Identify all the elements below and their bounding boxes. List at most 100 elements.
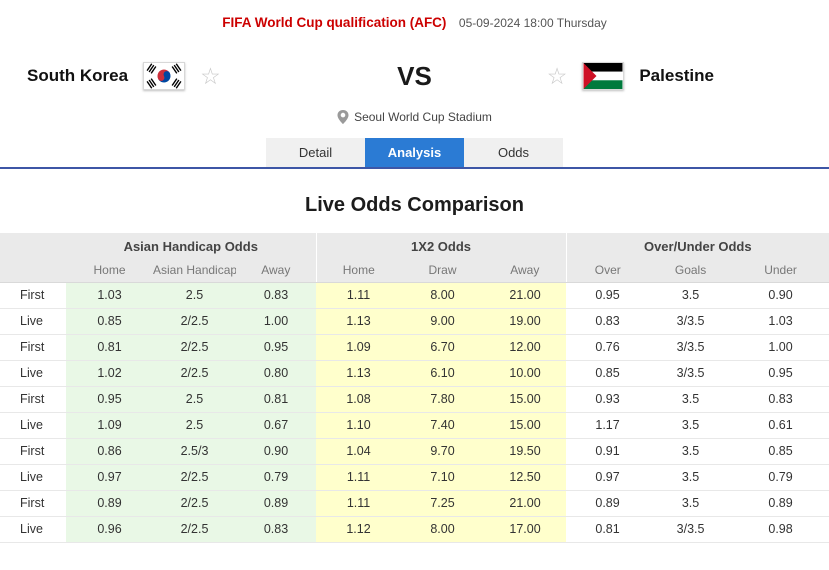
odds-value: 7.25: [401, 490, 485, 517]
odds-group-header-row: Asian Handicap Odds 1X2 Odds Over/Under …: [0, 233, 829, 259]
odds-value: 1.11: [316, 464, 402, 491]
odds-value: 19.50: [484, 438, 567, 465]
odds-value: 3.5: [649, 438, 733, 465]
odds-value: 2/2.5: [153, 334, 236, 361]
odds-value: 0.96: [66, 516, 153, 543]
home-team-name: South Korea: [27, 66, 129, 85]
odds-value: 3.5: [649, 282, 733, 309]
odds-row: Live 1.09 2.5 0.67 1.10 7.40 15.00 1.17 3.5 0.61: [0, 412, 829, 439]
home-favorite-star-icon[interactable]: ☆: [200, 62, 221, 89]
odds-value: 0.95: [66, 386, 153, 413]
away-team-name: Palestine: [639, 66, 714, 85]
row-type-label: First: [0, 334, 66, 361]
section-title: Live Odds Comparison: [305, 194, 524, 216]
odds-value: 0.90: [236, 438, 317, 465]
row-type-label: First: [0, 282, 66, 309]
odds-value: 2/2.5: [153, 360, 236, 387]
odds-value: 9.00: [401, 308, 485, 335]
odds-value: 1.11: [316, 282, 402, 309]
column-header-ah-away: Away: [236, 259, 317, 283]
odds-value: 0.91: [566, 438, 650, 465]
odds-value: 1.00: [732, 334, 829, 361]
odds-value: 10.00: [484, 360, 567, 387]
odds-row: Live 0.96 2/2.5 0.83 1.12 8.00 17.00 0.81 3/3.5 0…: [0, 516, 829, 543]
odds-value: 3/3.5: [649, 360, 733, 387]
group-header-1x2: 1X2 Odds: [315, 233, 567, 259]
odds-value: 2/2.5: [153, 308, 236, 335]
odds-value: 0.85: [66, 308, 153, 335]
odds-row: First 0.81 2/2.5 0.95 1.09 6.70 12.00 0.76 3/3.5…: [0, 334, 829, 361]
odds-row: Live 0.97 2/2.5 0.79 1.11 7.10 12.50 0.97 3.5 0.7…: [0, 464, 829, 491]
odds-value: 0.89: [66, 490, 153, 517]
tab-analysis[interactable]: Analysis: [365, 138, 464, 167]
odds-row: First 1.03 2.5 0.83 1.11 8.00 21.00 0.95 3.5 0.90: [0, 282, 829, 309]
live-odds-table: Asian Handicap Odds 1X2 Odds Over/Under …: [0, 233, 829, 543]
home-team: South Korea: [27, 62, 221, 90]
match-header: FIFA World Cup qualification (AFC) 05-09…: [0, 0, 829, 32]
row-type-label: First: [0, 490, 66, 517]
tab-bar: Detail Analysis Odds: [0, 138, 829, 167]
odds-value: 0.89: [566, 490, 650, 517]
odds-row: First 0.89 2/2.5 0.89 1.11 7.25 21.00 0.89 3.5 0.…: [0, 490, 829, 517]
odds-value: 0.97: [566, 464, 650, 491]
odds-value: 21.00: [484, 282, 567, 309]
column-header-1x2-home: Home: [315, 259, 402, 283]
odds-value: 0.85: [566, 360, 650, 387]
row-type-label: Live: [0, 308, 66, 335]
odds-value: 0.95: [236, 334, 317, 361]
odds-value: 19.00: [484, 308, 567, 335]
odds-value: 1.03: [66, 282, 153, 309]
odds-row: First 0.86 2.5/3 0.90 1.04 9.70 19.50 0.91 3.5 0.…: [0, 438, 829, 465]
odds-value: 0.89: [236, 490, 317, 517]
away-favorite-star-icon[interactable]: ☆: [546, 62, 568, 89]
odds-value: 0.81: [236, 386, 317, 413]
odds-table-body: First 1.03 2.5 0.83 1.11 8.00 21.00 0.95 3.5 0.90…: [0, 282, 829, 543]
vs-label: VS: [397, 60, 432, 91]
odds-value: 0.79: [732, 464, 829, 491]
odds-value: 6.10: [401, 360, 485, 387]
odds-value: 1.03: [732, 308, 829, 335]
column-header-ou-over: Over: [565, 259, 650, 283]
odds-value: 3.5: [649, 490, 733, 517]
stadium-icon: [337, 110, 349, 124]
odds-value: 7.40: [401, 412, 485, 439]
odds-value: 12.50: [484, 464, 567, 491]
odds-value: 17.00: [484, 516, 567, 543]
odds-value: 0.76: [566, 334, 650, 361]
odds-value: 2.5: [153, 412, 236, 439]
odds-value: 2/2.5: [153, 464, 236, 491]
odds-value: 0.81: [66, 334, 153, 361]
odds-value: 2.5: [153, 282, 236, 309]
group-header-asian-handicap: Asian Handicap Odds: [66, 233, 317, 259]
odds-value: 1.13: [316, 308, 402, 335]
odds-value: 8.00: [401, 516, 485, 543]
tab-detail[interactable]: Detail: [266, 138, 365, 167]
odds-row: First 0.95 2.5 0.81 1.08 7.80 15.00 0.93 3.5 0.83: [0, 386, 829, 413]
venue-row: Seoul World Cup Stadium: [0, 110, 829, 124]
teams-row: South Korea: [0, 52, 829, 100]
odds-value: 2/2.5: [153, 516, 236, 543]
odds-value: 1.17: [566, 412, 650, 439]
odds-value: 0.79: [236, 464, 317, 491]
odds-value: 1.08: [316, 386, 402, 413]
odds-value: 0.98: [732, 516, 829, 543]
column-header-ah-handicap: Asian Handicap: [153, 259, 236, 283]
odds-value: 0.81: [566, 516, 650, 543]
odds-value: 0.86: [66, 438, 153, 465]
odds-value: 1.09: [66, 412, 153, 439]
odds-subheader-row: Home Asian Handicap Away Home Draw Away …: [0, 259, 829, 283]
odds-value: 3.5: [649, 386, 733, 413]
odds-row: Live 1.02 2/2.5 0.80 1.13 6.10 10.00 0.85 3/3.5 0…: [0, 360, 829, 387]
tab-odds[interactable]: Odds: [464, 138, 563, 167]
odds-value: 0.85: [732, 438, 829, 465]
odds-value: 1.02: [66, 360, 153, 387]
odds-value: 0.80: [236, 360, 317, 387]
odds-value: 7.80: [401, 386, 485, 413]
odds-value: 3/3.5: [649, 308, 733, 335]
odds-value: 3.5: [649, 412, 733, 439]
column-header-empty: [0, 259, 66, 283]
venue-name: Seoul World Cup Stadium: [354, 110, 492, 124]
group-header-over-under: Over/Under Odds: [565, 233, 829, 259]
tab-underline-divider: [0, 167, 829, 169]
odds-value: 3/3.5: [649, 516, 733, 543]
